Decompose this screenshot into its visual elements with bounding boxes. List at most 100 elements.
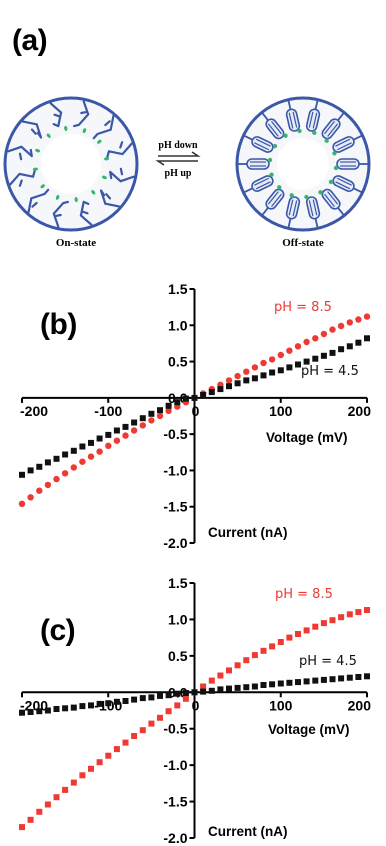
panel-b-point-black (338, 346, 345, 353)
dna-end-marker (55, 194, 60, 200)
panel-c-point-red (44, 801, 51, 808)
panel-b-point-black (303, 358, 310, 365)
dna-strand (79, 200, 93, 226)
panel-c-point-black (62, 705, 69, 712)
i-motif-strand (255, 181, 271, 190)
panel-c-point-red (277, 639, 284, 645)
dna-strand (49, 102, 63, 128)
i-motif-body (336, 158, 360, 170)
panel-b-point-black (105, 431, 112, 438)
panel-c-point-red (364, 607, 370, 613)
panel-b-y-tick-label: 1.5 (168, 281, 188, 297)
chart-panel-c: (c) pH = 8.5 pH = 4.5 Voltage (mV) Curre… (19, 575, 371, 846)
panel-b-point-red (87, 453, 95, 460)
panel-b-point-black (243, 377, 250, 384)
i-motif-end-marker (277, 185, 282, 190)
panel-b-point-red (234, 372, 241, 380)
panel-b-point-black (329, 349, 336, 356)
panel-c-point-black (79, 703, 86, 710)
panel-c-point-red (208, 677, 215, 684)
panel-b-y-tick-label: -2.0 (163, 535, 187, 551)
dna-end-marker (104, 157, 110, 161)
off-state-i-motifs (238, 100, 368, 228)
panel-c-point-red (113, 746, 120, 753)
panel-c-point-red (165, 708, 172, 715)
panel-c-y-tick-label: 0.5 (168, 648, 188, 664)
panel-c-y-tick-label: -2.0 (163, 830, 187, 846)
panel-b-point-red (329, 326, 336, 333)
dna-end-marker (101, 175, 107, 180)
i-motif-end-marker (269, 172, 274, 177)
panel-b-point-red (156, 412, 164, 420)
on-state-diagram (3, 96, 139, 232)
i-motif-end-marker (289, 193, 294, 198)
panel-b-point-black (157, 407, 163, 414)
panel-c-point-red (269, 643, 276, 650)
i-motif-end-marker (283, 133, 288, 138)
dna-strand (7, 145, 33, 161)
dna-strand (92, 114, 115, 140)
panel-b-point-red (44, 481, 52, 489)
panel-c-series-label-black: pH = 4.5 (299, 654, 357, 669)
i-motif-strand (335, 138, 351, 147)
panel-b-point-red (243, 368, 250, 375)
panel-c-point-red (234, 662, 241, 669)
panel-b-point-red (53, 475, 60, 483)
i-motif-strand (255, 138, 271, 147)
panel-b-point-red (165, 407, 172, 415)
panel-c-point-red (122, 739, 129, 746)
panel-c-y-tick-label: -0.5 (163, 721, 187, 737)
off-state-label: Off-state (282, 237, 324, 249)
panel-c-x-tick-label: 200 (348, 697, 372, 713)
panel-b-point-black (139, 415, 146, 422)
panel-c-point-black (131, 696, 138, 703)
panel-c-point-black (346, 674, 353, 681)
panel-b-point-black (260, 372, 267, 379)
panel-b-point-black (113, 427, 120, 434)
panel-b-point-black (346, 343, 353, 350)
i-motif-strand (327, 191, 339, 205)
panel-b-series-label-black: pH = 4.5 (301, 364, 359, 379)
panel-c-point-red (182, 695, 189, 702)
i-motif-body (265, 118, 285, 140)
panel-c-point-black (277, 680, 284, 687)
panel-c-point-red (105, 752, 112, 759)
panel-b-point-black (251, 375, 258, 382)
panel-b-point-black (36, 463, 43, 470)
i-motif-strand (336, 142, 352, 151)
panel-c-xlabel: Voltage (mV) (268, 722, 350, 737)
panel-c-point-red (260, 647, 267, 654)
panel-b-point-black (131, 419, 138, 426)
panel-c-point-red (131, 733, 138, 739)
panel-c-point-black (303, 678, 310, 685)
panel-c-point-black (182, 690, 189, 696)
panel-c-point-black (295, 679, 301, 686)
i-motif-strand (335, 181, 351, 190)
dna-end-marker (82, 128, 87, 134)
panel-b-point-black (208, 389, 215, 396)
panel-c-point-red (251, 652, 258, 659)
i-motif-strand (254, 177, 270, 186)
panel-b-point-red (320, 330, 328, 338)
panel-b-point-black (53, 455, 60, 462)
panel-b-point-red (130, 427, 138, 434)
panel-b-point-red (225, 377, 233, 384)
panel-b-point-red (312, 335, 319, 342)
panel-c-x-tick-label: 0 (192, 697, 200, 713)
panel-b-point-red (70, 464, 78, 471)
chart-panel-b: (b) pH = 8.5 pH = 4.5 Voltage (mV) Curre… (18, 281, 371, 551)
panel-b-point-red (113, 437, 121, 444)
panel-b-point-black (88, 439, 94, 446)
i-motif (285, 193, 301, 228)
arrow-label-ph-down: pH down (158, 140, 198, 151)
panel-c-point-black (27, 709, 34, 715)
i-motif-strand (308, 200, 314, 217)
panel-b-point-red (251, 364, 259, 371)
panel-b-point-red (294, 343, 302, 350)
panel-c-point-black (355, 674, 362, 680)
i-motif-strand (288, 112, 294, 129)
panel-b-x-tick-label: -100 (94, 403, 122, 419)
panel-c-point-black (364, 673, 370, 680)
panel-b-y-tick-label: -1.0 (163, 462, 187, 478)
i-motif-end-marker (332, 151, 337, 156)
